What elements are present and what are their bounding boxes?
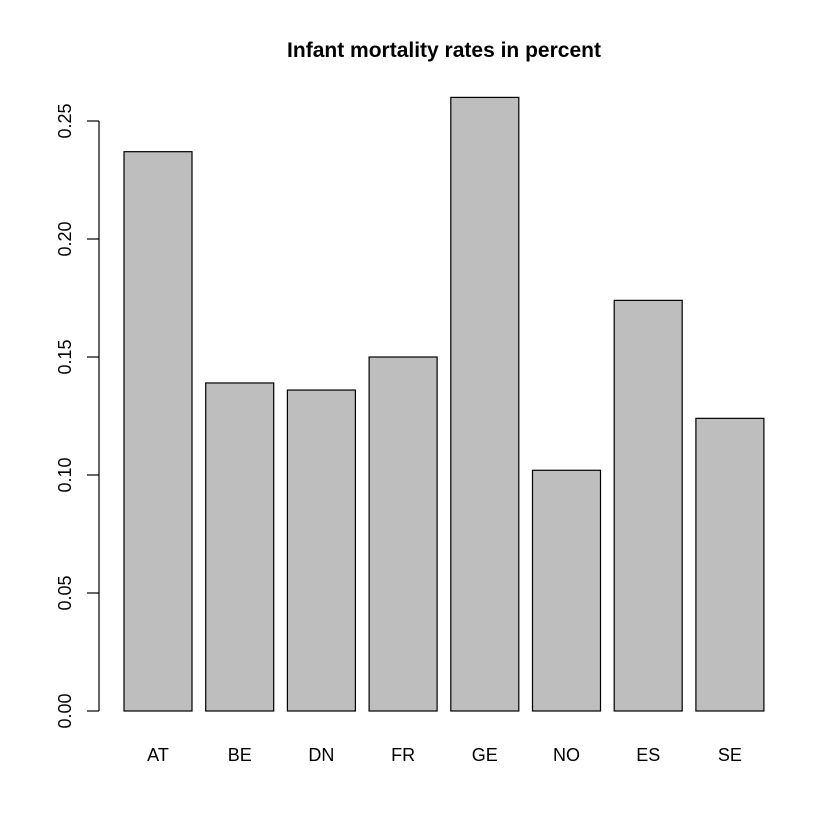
y-tick-label: 0.10 [55, 457, 75, 492]
x-tick-label: DN [308, 745, 334, 765]
chart-title: Infant mortality rates in percent [287, 39, 601, 62]
bar-fr [368, 356, 438, 712]
x-tick-label: NO [553, 745, 580, 765]
y-axis-ticks: 0.00 0.05 0.10 0.15 0.20 0.25 [55, 103, 99, 729]
y-tick-label: 0.15 [55, 339, 75, 374]
y-tick-label: 0.25 [55, 103, 75, 138]
bar-es [613, 299, 683, 712]
bars [123, 96, 765, 712]
x-tick-label: SE [718, 745, 742, 765]
x-tick-label: BE [228, 745, 252, 765]
bar-at [123, 151, 193, 712]
y-tick-label: 0.00 [55, 693, 75, 728]
x-tick-label: ES [636, 745, 660, 765]
bar-se [695, 417, 765, 712]
y-tick-label: 0.05 [55, 575, 75, 610]
x-tick-label: FR [391, 745, 415, 765]
y-tick-label: 0.20 [55, 221, 75, 256]
bar-be [205, 382, 275, 712]
x-axis-labels: AT BE DN FR GE NO ES SE [147, 745, 742, 765]
x-tick-label: AT [147, 745, 169, 765]
x-tick-label: GE [472, 745, 498, 765]
bar-no [531, 469, 602, 712]
bar-ge [450, 96, 520, 712]
bar-dn [286, 389, 356, 712]
